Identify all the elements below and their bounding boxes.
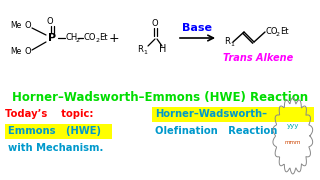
Text: Me: Me	[10, 48, 22, 57]
Text: Me: Me	[10, 21, 22, 30]
Text: mmm: mmm	[284, 140, 301, 145]
Text: 2: 2	[95, 37, 99, 42]
FancyBboxPatch shape	[5, 124, 112, 139]
Text: CO: CO	[265, 28, 277, 37]
FancyBboxPatch shape	[152, 107, 314, 122]
Text: CO: CO	[84, 33, 97, 42]
Text: O: O	[47, 17, 53, 26]
Text: 1: 1	[143, 50, 147, 55]
Text: 1: 1	[230, 42, 234, 46]
Text: CH: CH	[66, 33, 78, 42]
Text: Et: Et	[280, 28, 289, 37]
Text: O: O	[25, 21, 31, 30]
Text: O: O	[25, 48, 31, 57]
Text: H: H	[159, 44, 166, 54]
Text: Horner–Wadsworth–: Horner–Wadsworth–	[155, 109, 267, 119]
Text: +: +	[109, 31, 119, 44]
Text: yyy: yyy	[287, 123, 299, 129]
Text: with Mechanism.: with Mechanism.	[8, 143, 103, 153]
Text: O: O	[152, 19, 158, 28]
Text: Today’s    topic:: Today’s topic:	[5, 109, 93, 119]
Text: 2: 2	[276, 31, 280, 37]
Text: R: R	[224, 37, 230, 46]
Text: R: R	[137, 46, 143, 55]
Text: Et: Et	[99, 33, 108, 42]
Text: P: P	[48, 33, 56, 43]
Text: Horner–Wadsworth–Emmons (HWE) Reaction: Horner–Wadsworth–Emmons (HWE) Reaction	[12, 91, 308, 104]
Text: Emmons   (HWE): Emmons (HWE)	[8, 126, 101, 136]
Text: 2: 2	[76, 37, 80, 42]
Text: Trans Alkene: Trans Alkene	[223, 53, 293, 63]
Text: Base: Base	[182, 23, 212, 33]
Text: Olefination   Reaction: Olefination Reaction	[155, 126, 277, 136]
